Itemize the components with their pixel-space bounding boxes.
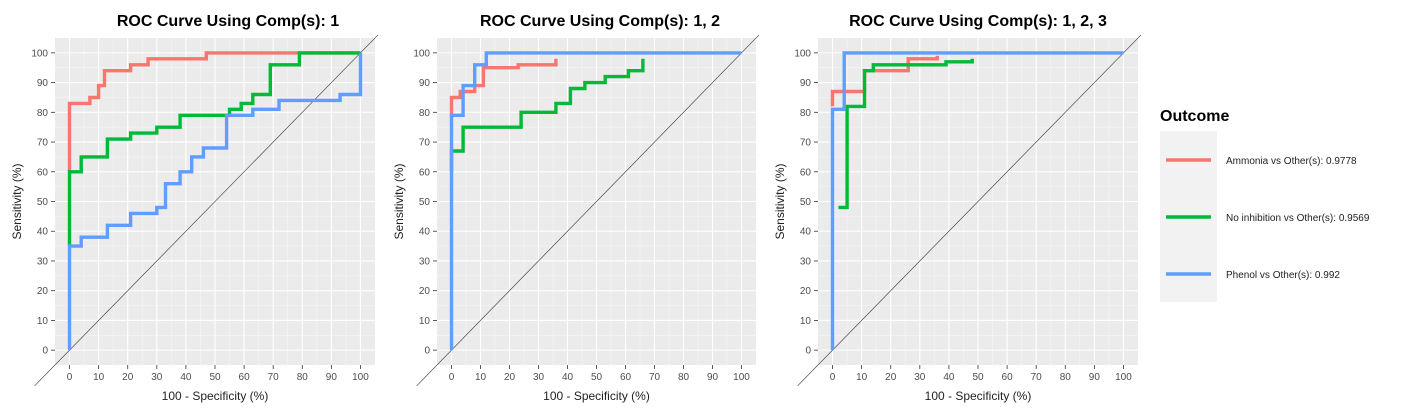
panel-2-y-tick-label: 10	[419, 316, 431, 327]
panel-3-x-tick-label: 20	[885, 372, 897, 383]
panel-1-series-1-line	[67, 51, 361, 172]
panel-3-y-tick-label: 40	[800, 227, 812, 238]
panel-1-x-axis-title: 100 - Specificity (%)	[162, 389, 269, 403]
panel-1-series-2-line	[67, 51, 361, 247]
panel-2-x-tick-label: 50	[591, 372, 603, 383]
legend-title: Outcome	[1160, 108, 1229, 125]
panel-2-x-tick-label: 100	[733, 372, 750, 383]
panel-2-x-tick-label: 10	[475, 372, 487, 383]
panel-2-series-3-line	[449, 51, 742, 351]
panel-1-series-3-line	[67, 52, 363, 351]
panel-1-y-tick-label: 70	[37, 138, 49, 149]
panel-3-x-tick-label: 0	[830, 372, 836, 383]
panel-2-diagonal-reference	[416, 34, 760, 387]
panel-3-y-tick-label: 70	[800, 138, 812, 149]
panel-3-x-tick-label: 10	[856, 372, 868, 383]
panel-3-series-1-line	[830, 55, 939, 107]
panel-3-y-tick-label: 50	[800, 197, 812, 208]
panel-1-x-tick-label: 80	[297, 372, 309, 383]
panel-3-x-tick-label: 40	[943, 372, 955, 383]
panel-2-series-1-line	[449, 58, 558, 119]
panel-1-y-tick-label: 20	[37, 286, 49, 297]
panel-3-y-tick-label: 10	[800, 316, 812, 327]
panel-2-y-tick-label: 70	[419, 138, 431, 149]
legend-label-3: Phenol vs Other(s): 0.992	[1226, 270, 1340, 281]
panel-3-series-3-line	[830, 51, 1124, 351]
panel-2-y-axis-title: Sensitivity (%)	[392, 163, 406, 239]
panel-1-y-tick-label: 90	[37, 78, 49, 89]
panel-3-x-tick-label: 60	[1002, 372, 1014, 383]
panel-1-y-tick-label: 40	[37, 227, 49, 238]
panel-1-x-tick-label: 40	[180, 372, 192, 383]
panel-2-x-tick-label: 20	[504, 372, 516, 383]
legend-label-1: Ammonia vs Other(s): 0.9778	[1226, 156, 1357, 167]
panel-1-x-tick-label: 90	[326, 372, 338, 383]
panel-3-y-tick-label: 90	[800, 78, 812, 89]
panel-1-x-tick-label: 10	[93, 372, 105, 383]
panel-2-x-tick-label: 40	[562, 372, 574, 383]
panel-3-x-tick-label: 50	[972, 372, 984, 383]
panel-1-x-tick-label: 100	[352, 372, 369, 383]
panel-2-y-tick-label: 100	[413, 48, 430, 59]
panel-3-x-axis-title: 100 - Specificity (%)	[925, 389, 1032, 403]
panel-2-x-tick-label: 80	[678, 372, 690, 383]
panel-3-y-tick-label: 20	[800, 286, 812, 297]
panel-3-y-tick-label: 80	[800, 108, 812, 119]
panel-3-diagonal-reference	[797, 34, 1142, 387]
panel-3-x-tick-label: 80	[1060, 372, 1072, 383]
panel-1-y-tick-label: 80	[37, 108, 49, 119]
panel-3-y-tick-label: 60	[800, 167, 812, 178]
panel-3-x-tick-label: 70	[1031, 372, 1043, 383]
panel-1-y-tick-label: 100	[31, 48, 48, 59]
panel-2-title: ROC Curve Using Comp(s): 1, 2	[480, 13, 720, 30]
panel-1-title: ROC Curve Using Comp(s): 1	[117, 13, 339, 30]
panel-1-x-tick-label: 60	[239, 372, 251, 383]
panel-3-x-tick-label: 100	[1115, 372, 1132, 383]
panel-3-y-tick-label: 0	[805, 346, 811, 357]
panel-2-x-tick-label: 30	[533, 372, 545, 383]
panel-3-y-tick-label: 30	[800, 256, 812, 267]
panel-2-y-tick-label: 60	[419, 167, 431, 178]
panel-1-x-tick-label: 30	[151, 372, 163, 383]
panel-2-y-tick-label: 90	[419, 78, 431, 89]
panel-2-y-tick-label: 0	[424, 346, 430, 357]
panel-2-x-tick-label: 70	[649, 372, 661, 383]
panel-1-x-tick-label: 0	[67, 372, 73, 383]
panel-1-diagonal-reference	[34, 34, 379, 387]
panel-3-y-axis-title: Sensitivity (%)	[773, 163, 787, 239]
panel-2-x-tick-label: 90	[707, 372, 719, 383]
panel-1-y-tick-label: 50	[37, 197, 49, 208]
panel-2-x-tick-label: 60	[620, 372, 632, 383]
panel-1-y-tick-label: 30	[37, 256, 49, 267]
panel-2-y-tick-label: 50	[419, 197, 431, 208]
panel-2-series-2-line	[449, 58, 645, 172]
panel-3-x-tick-label: 30	[914, 372, 926, 383]
panel-1-x-tick-label: 50	[209, 372, 221, 383]
panel-2-y-tick-label: 20	[419, 286, 431, 297]
panel-2-y-tick-label: 80	[419, 108, 431, 119]
panel-1-y-tick-label: 0	[42, 346, 48, 357]
panel-1-y-tick-label: 10	[37, 316, 49, 327]
panel-1-y-tick-label: 60	[37, 167, 49, 178]
panel-1-y-axis-title: Sensitivity (%)	[10, 163, 24, 239]
panel-1-x-tick-label: 70	[268, 372, 280, 383]
panel-2-y-tick-label: 40	[419, 227, 431, 238]
panel-3-series-2-line	[838, 58, 974, 210]
panel-3-title: ROC Curve Using Comp(s): 1, 2, 3	[849, 13, 1107, 30]
panel-2-x-axis-title: 100 - Specificity (%)	[543, 389, 650, 403]
legend-label-2: No inhibition vs Other(s): 0.9569	[1226, 213, 1370, 224]
panel-3-y-tick-label: 100	[794, 48, 811, 59]
panel-2-x-tick-label: 0	[449, 372, 455, 383]
panel-3-x-tick-label: 90	[1089, 372, 1101, 383]
panel-1-x-tick-label: 20	[122, 372, 134, 383]
panel-2-y-tick-label: 30	[419, 256, 431, 267]
